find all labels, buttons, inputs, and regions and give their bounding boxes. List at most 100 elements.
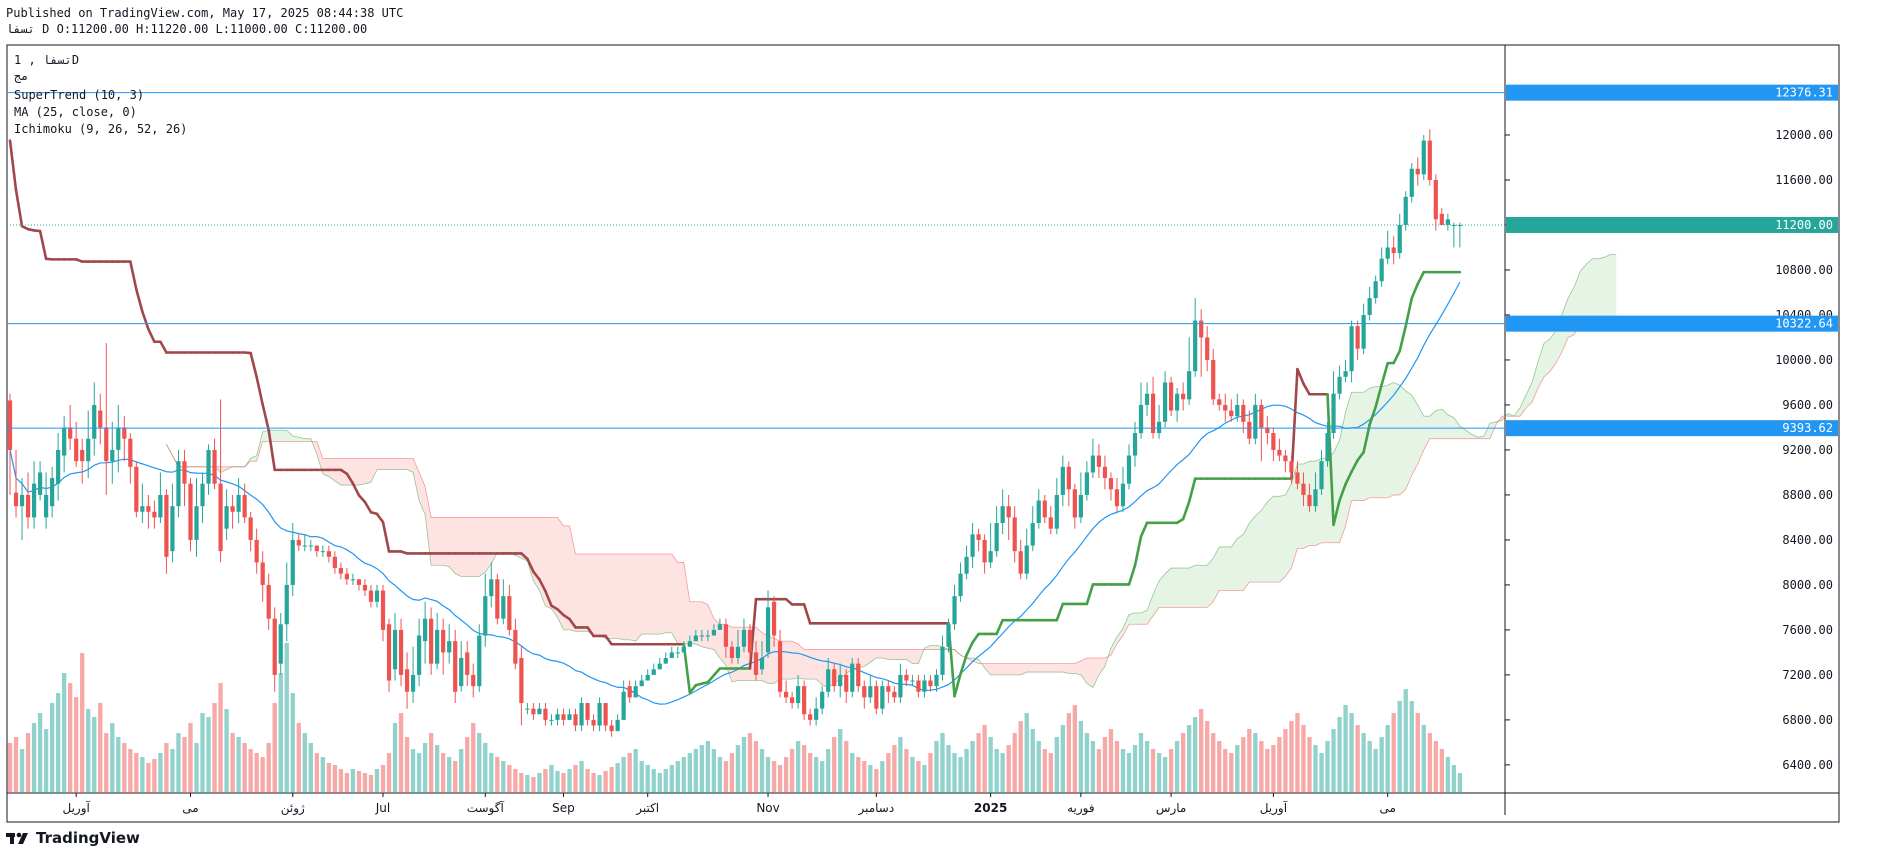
candle-body (386, 624, 392, 681)
candle-body (681, 646, 686, 653)
candle (1126, 444, 1132, 490)
volume-bar (140, 757, 145, 793)
candle-body (844, 674, 849, 692)
volume-bar (1018, 721, 1023, 793)
cloud-segment (1351, 392, 1358, 501)
volume-bar (1283, 729, 1288, 793)
supertrend-segment (1085, 583, 1095, 606)
candle-body (236, 494, 241, 512)
candle (459, 641, 464, 692)
candle-body (579, 703, 584, 726)
volume-bar (332, 765, 338, 793)
volume-bar (904, 749, 909, 793)
cloud-segment (593, 553, 600, 636)
candle (663, 652, 668, 664)
cloud-segment (623, 553, 630, 640)
x-tick-label: 2025 (974, 801, 1007, 815)
cloud-segment (262, 430, 269, 442)
volume-bar (1072, 705, 1078, 793)
candle (1349, 320, 1354, 383)
volume-bar (13, 737, 19, 793)
legend-ma[interactable]: MA (25, close, 0) (14, 105, 137, 119)
candle-body (1403, 196, 1408, 225)
candle-body (1349, 326, 1354, 372)
cloud-segment (274, 430, 281, 442)
candle (374, 584, 380, 608)
volume-bar (392, 723, 398, 793)
candle-body (910, 680, 915, 682)
candle (122, 416, 127, 462)
supertrend-segment (1398, 324, 1408, 353)
volume-bar (1307, 737, 1312, 793)
legend-ichimoku[interactable]: Ichimoku (9, 26, 52, 26) (14, 122, 188, 136)
cloud-segment (1291, 463, 1298, 569)
volume-bar (236, 737, 241, 793)
candle (1385, 230, 1390, 265)
volume-bar (567, 769, 572, 793)
y-tick-label: 8000.00 (1782, 578, 1833, 592)
volume-bar (982, 725, 987, 793)
volume-bar (308, 743, 313, 793)
candle-body (152, 511, 157, 518)
volume-bar (453, 761, 458, 793)
cloud-segment (1381, 385, 1388, 498)
candle-body (362, 584, 368, 591)
volume-bar (633, 749, 638, 793)
y-tick-label: 7600.00 (1782, 623, 1833, 637)
candle (1409, 163, 1414, 203)
candle-body (501, 596, 506, 619)
volume-bar (501, 761, 506, 793)
volume-bar (573, 765, 578, 793)
candle (513, 618, 518, 670)
cloud-segment (1056, 663, 1063, 673)
cloud-segment (334, 458, 341, 486)
cloud-segment (1068, 663, 1075, 674)
volume-bar (561, 773, 566, 793)
volume-bar (61, 673, 67, 793)
last-price-label: 11200.00 (1775, 218, 1833, 232)
candle (916, 674, 921, 698)
candle (687, 635, 692, 647)
tradingview-logo[interactable]: TradingView (6, 829, 140, 847)
candle (1277, 438, 1282, 462)
volume-bar (284, 643, 289, 793)
volume-bar (934, 741, 939, 793)
y-tick-label: 7200.00 (1782, 668, 1833, 682)
cloud-segment (1465, 430, 1472, 439)
supertrend-segment (688, 683, 698, 694)
cloud-segment (431, 517, 438, 566)
cloud-segment (1550, 330, 1557, 372)
candle (717, 618, 723, 630)
candle-body (1259, 404, 1264, 428)
supertrend-segment (1127, 564, 1137, 586)
cloud-segment (689, 601, 696, 644)
volume-bar (188, 723, 193, 793)
candle (236, 478, 241, 524)
volume-bar (1205, 721, 1210, 793)
volume-bar (1319, 753, 1324, 793)
cloud-segment (280, 430, 287, 442)
candle (1361, 303, 1366, 355)
volume-bar (1367, 741, 1372, 793)
legend-supertrend[interactable]: SuperTrend (10, 3) (14, 88, 145, 102)
candle-body (964, 556, 969, 574)
cloud-segment (984, 663, 991, 675)
supertrend-segment (375, 512, 385, 524)
candle-body (1223, 404, 1228, 411)
volume-bar (422, 743, 428, 793)
candle-body (868, 686, 873, 698)
cloud-segment (401, 458, 408, 470)
volume-bar (735, 745, 741, 793)
supertrend-segment (345, 472, 355, 485)
candle-body (507, 596, 512, 630)
candle-body (110, 449, 115, 462)
candle (86, 410, 91, 479)
volume-bar (1108, 729, 1114, 793)
supertrend-segment (141, 310, 150, 331)
cloud-segment (1074, 660, 1081, 675)
y-tick-label: 10800.00 (1775, 263, 1833, 277)
candle (1391, 236, 1396, 265)
cloud-segment (1339, 411, 1346, 543)
candle-body (687, 641, 692, 647)
